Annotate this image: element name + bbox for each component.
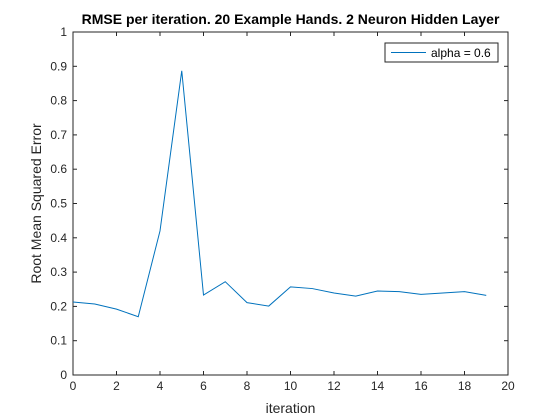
y-tick-label: 0.2 [50,299,67,313]
y-axis: 0 0.1 0.2 0.3 0.4 0.5 0.6 0.7 0.8 0.9 1 [50,25,508,382]
y-tick-label: 0.1 [50,334,67,348]
series-line-0 [72,70,487,318]
y-axis-label: Root Mean Squared Error [28,123,44,284]
y-tick-label: 0.7 [50,128,67,142]
y-tick-label: 0 [60,368,67,382]
x-tick-label: 18 [458,379,472,393]
legend: alpha = 0.6 [384,42,499,63]
x-tick-label: 10 [284,379,298,393]
x-axis-label: iteration [266,400,316,416]
x-tick-label: 4 [157,379,164,393]
x-tick-label: 14 [371,379,385,393]
y-tick-label: 0.4 [50,231,67,245]
x-axis: 0 2 4 6 8 10 12 14 16 18 20 [70,32,515,393]
y-tick-label: 0.3 [50,265,67,279]
y-tick-label: 0.9 [50,59,67,73]
chart-title: RMSE per iteration. 20 Example Hands. 2 … [82,11,500,27]
x-tick-label: 12 [327,379,341,393]
x-tick-label: 0 [70,379,77,393]
plot-area [72,31,509,376]
x-tick-label: 20 [501,379,515,393]
x-tick-label: 2 [113,379,120,393]
y-tick-label: 0.8 [50,94,67,108]
y-tick-label: 1 [60,25,67,39]
legend-entry: alpha = 0.6 [431,46,491,60]
x-tick-label: 16 [414,379,428,393]
y-tick-label: 0.5 [50,197,67,211]
series-layer [72,70,487,318]
x-tick-label: 6 [200,379,207,393]
y-tick-label: 0.6 [50,162,67,176]
legend-box [384,42,499,63]
x-tick-label: 8 [244,379,251,393]
